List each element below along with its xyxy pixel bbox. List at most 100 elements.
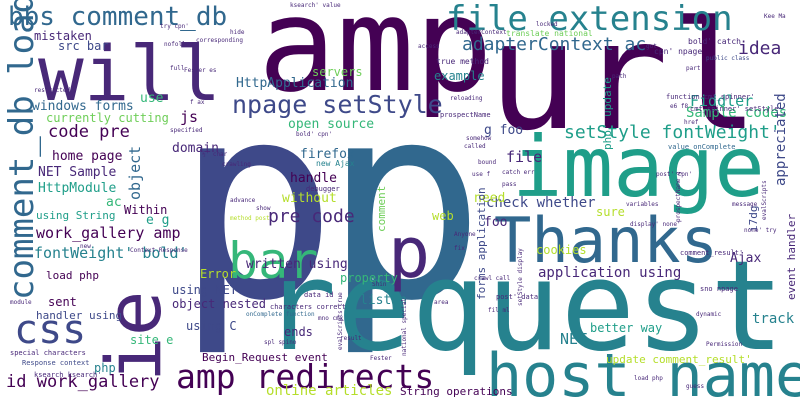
cloud-word: comment_result' (680, 249, 744, 257)
cloud-word: Context Response (130, 247, 188, 254)
cloud-word: guess (686, 383, 705, 390)
cloud-word: bbs comment_db (8, 2, 228, 32)
cloud-word: show (256, 205, 271, 212)
cloud-word: application using (538, 265, 682, 281)
cloud-word: better way (590, 321, 663, 335)
cloud-word: windows forms (32, 99, 134, 114)
cloud-word: php' update (601, 77, 614, 150)
cloud-word: object nested (172, 297, 266, 311)
cloud-word: part (686, 65, 701, 72)
cloud-word: setStyle display (517, 248, 524, 306)
cloud-word: css (14, 307, 87, 353)
cloud-word: evalScripts (761, 180, 768, 220)
cloud-word: handle (290, 171, 337, 186)
cloud-word: try cpn' (160, 23, 189, 30)
cloud-word: method post (230, 215, 270, 222)
cloud-word: HttpModule (38, 181, 117, 196)
cloud-word: request (262, 235, 785, 379)
cloud-word: cmt_spinner' setStyle (690, 105, 779, 113)
cloud-word: p (388, 212, 431, 294)
cloud-word: amp (258, 0, 493, 121)
cloud-word: servers (312, 65, 363, 79)
cloud-word: bar (228, 232, 319, 290)
cloud-word: using String (36, 209, 116, 222)
cloud-word: bold' catch (688, 37, 741, 46)
cloud-word: fontWeight' bold' (34, 244, 188, 262)
cloud-word: Within (124, 203, 168, 217)
cloud-word: Fester es (184, 67, 217, 74)
cloud-word: Fester (370, 355, 392, 362)
cloud-word: domain (172, 141, 219, 156)
cloud-word: src bar (58, 39, 109, 53)
cloud-word: hide (230, 29, 245, 36)
cloud-word: will (38, 29, 222, 118)
cloud-word: new Ajax (316, 159, 355, 168)
cloud-word: called (464, 143, 486, 150)
cloud-word: amp redirects (176, 357, 435, 396)
cloud-word: crawling (222, 161, 251, 168)
cloud-word: pre code (268, 206, 355, 227)
cloud-word: reloading (450, 95, 483, 102)
cloud-word: code pre (48, 122, 130, 142)
cloud-word: foo (484, 215, 508, 230)
cloud-word: adapterContext (456, 29, 507, 36)
cloud-word: spl spino (264, 339, 297, 346)
cloud-word: href (684, 119, 699, 126)
cloud-word: js (180, 108, 199, 126)
cloud-word: prospectName g (675, 171, 682, 222)
cloud-word: sent (48, 295, 77, 309)
cloud-word: property (340, 271, 398, 285)
cloud-word: update comment_result' (606, 353, 752, 366)
cloud-word: firefox (300, 147, 355, 162)
cloud-word: mistaken (34, 29, 92, 43)
cloud-word: Thanks (494, 204, 718, 277)
cloud-word: using NET (172, 283, 238, 297)
cloud-word: full (170, 65, 185, 72)
cloud-word: advance (230, 197, 256, 204)
cloud-word: site e (130, 333, 174, 347)
cloud-word: new (80, 243, 91, 250)
cloud-word: adapterContext ac (462, 34, 647, 55)
cloud-word: onComplete function (246, 311, 315, 318)
cloud-word: Response context (22, 359, 90, 367)
cloud-word: characters correct (270, 303, 346, 311)
cloud-word: ½' char (202, 151, 228, 158)
cloud-word: e6 f8 (670, 103, 689, 110)
cloud-word: crawl call (474, 275, 511, 282)
cloud-word: track (752, 311, 795, 327)
cloud-word: Fiddler (690, 92, 754, 110)
cloud-word: e g (146, 213, 170, 228)
cloud-word: f ax (190, 99, 205, 106)
cloud-word: module (10, 299, 32, 306)
cloud-word: translate national (506, 29, 593, 38)
cloud-word: value onComplete (668, 143, 736, 151)
cloud-word: Begin_Request event (202, 351, 328, 364)
cloud-word: post' cpn' (656, 171, 693, 178)
cloud-word: use (140, 91, 164, 106)
cloud-word: cookies (536, 243, 587, 257)
cloud-word: NET Sample (38, 165, 117, 180)
cloud-word: example (434, 69, 485, 83)
cloud-word: Sample codes (686, 105, 788, 121)
cloud-word: need (474, 191, 506, 206)
cloud-word: ac (106, 195, 122, 210)
cloud-word: setStyle fontWeight' (564, 122, 781, 143)
cloud-word: display' none' (630, 221, 681, 228)
cloud-word: Permission (706, 341, 743, 348)
cloud-word: home page (52, 149, 123, 164)
cloud-word: load php (46, 269, 99, 282)
cloud-word: message (732, 201, 758, 208)
cloud-word: p (175, 45, 338, 360)
cloud-word: none' try (744, 227, 777, 234)
cloud-word: cpn' npage (654, 47, 703, 56)
cloud-word: prospectName (440, 111, 491, 119)
cloud-word: Kee Ma (764, 13, 786, 20)
cloud-word: got (646, 43, 657, 50)
cloud-word: sure (596, 205, 625, 219)
cloud-word: restricted (34, 87, 71, 94)
cloud-word: bold' cpn' (296, 131, 333, 138)
cloud-word: area (434, 299, 449, 306)
cloud-word: event handler (785, 213, 798, 300)
cloud-word: object (126, 145, 144, 200)
cloud-word: work_gallery amp (36, 224, 181, 242)
